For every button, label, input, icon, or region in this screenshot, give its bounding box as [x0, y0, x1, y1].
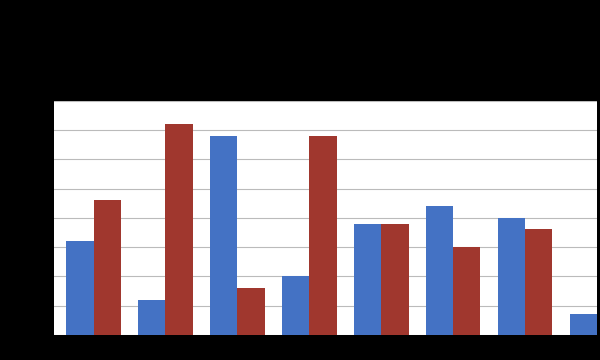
Bar	[498, 218, 525, 335]
Bar	[210, 136, 238, 335]
Bar	[166, 124, 193, 335]
Bar	[525, 230, 553, 335]
Bar	[426, 206, 453, 335]
Bar	[238, 288, 265, 335]
Bar	[453, 247, 481, 335]
Bar	[310, 136, 337, 335]
Bar	[597, 303, 600, 335]
Bar	[381, 224, 409, 335]
Bar	[354, 224, 381, 335]
Bar	[282, 276, 310, 335]
Bar	[569, 314, 597, 335]
Bar	[138, 300, 166, 335]
Bar	[94, 200, 121, 335]
Bar	[66, 241, 94, 335]
